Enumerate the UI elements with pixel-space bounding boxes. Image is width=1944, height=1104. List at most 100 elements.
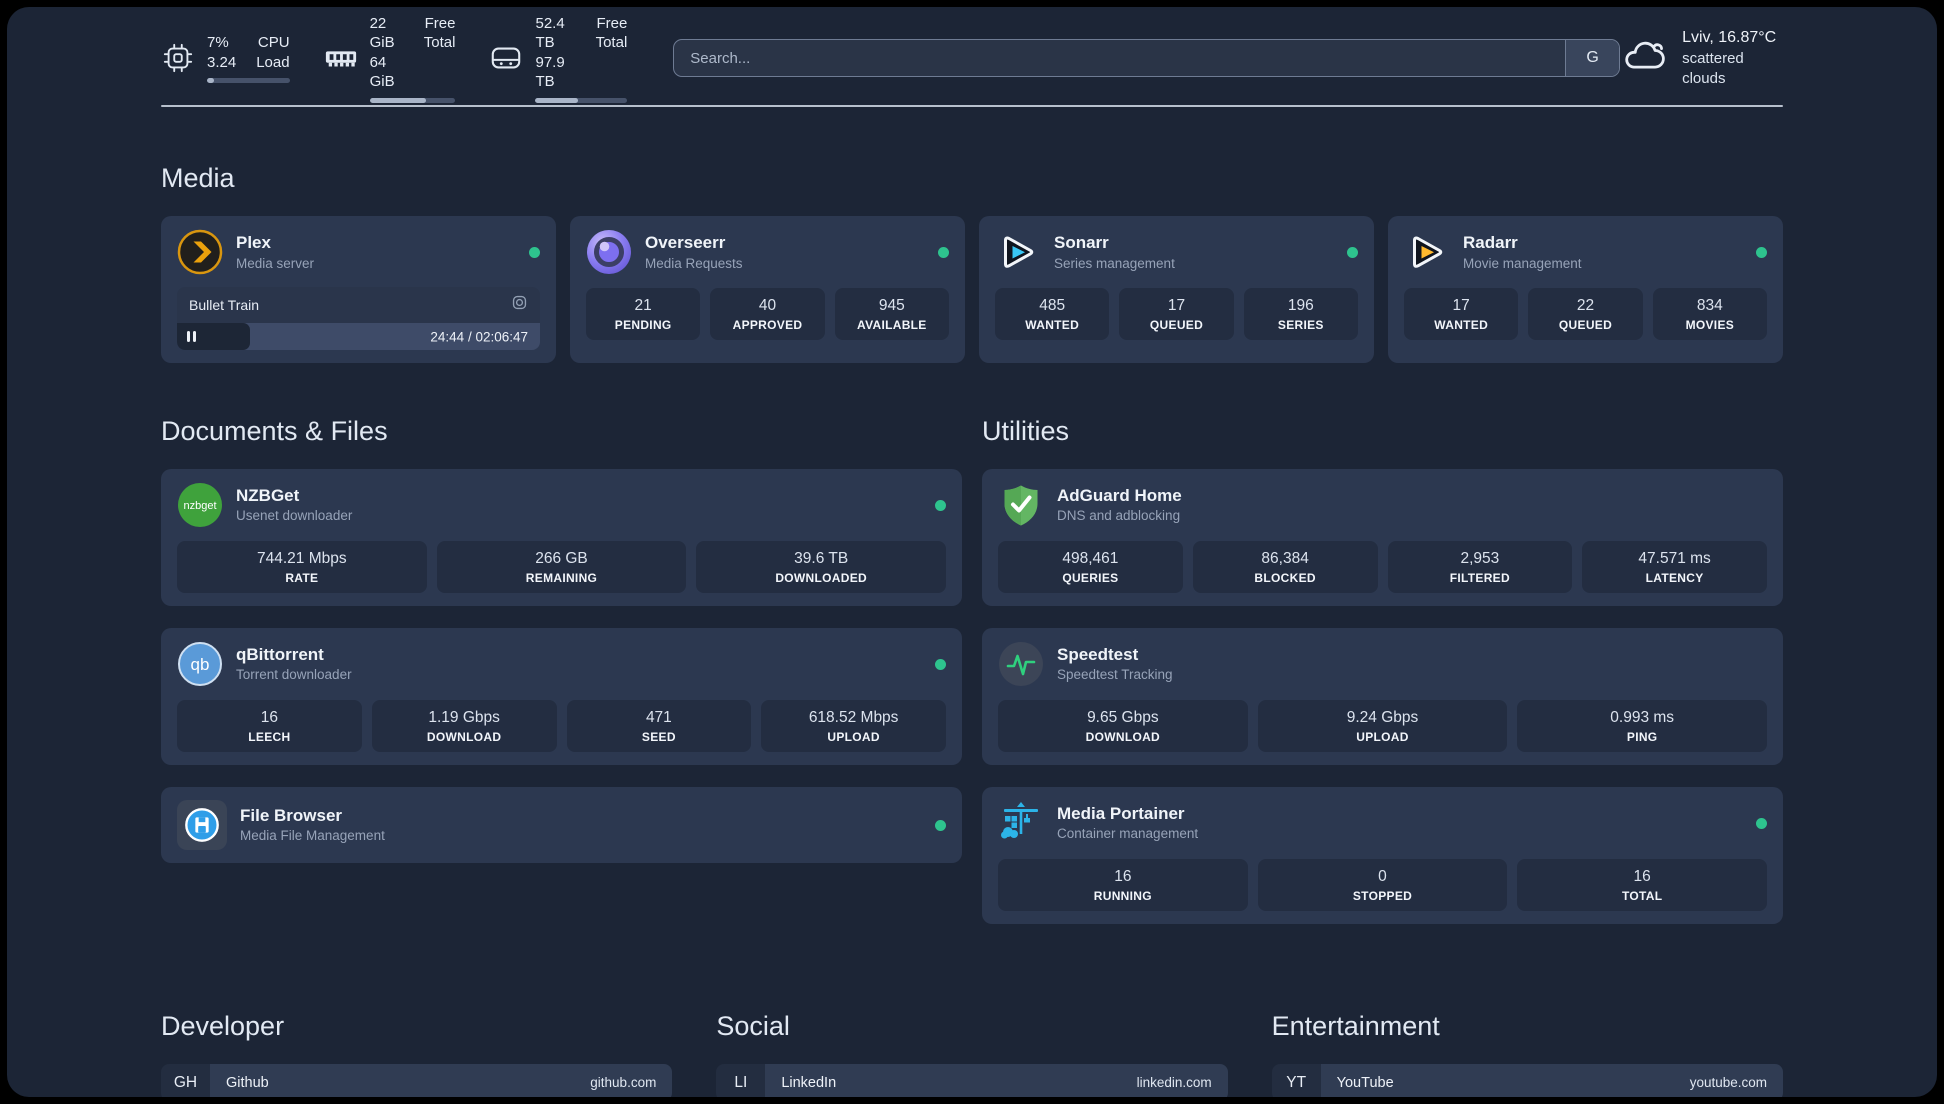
radarr-icon <box>1404 229 1450 275</box>
sonarr-icon <box>995 229 1041 275</box>
portainer-icon <box>998 800 1044 846</box>
status-dot <box>935 658 946 670</box>
stat-tile: 471 SEED <box>566 700 752 753</box>
app-card-adguard[interactable]: AdGuard Home DNS and adblocking 498,461 Q… <box>982 469 1783 607</box>
app-subtitle: Usenet downloader <box>236 508 353 524</box>
stat-tile: 17 WANTED <box>1404 288 1519 341</box>
cpu-load-label: Load <box>256 53 290 71</box>
bookmark-github[interactable]: GH Github github.com <box>161 1064 673 1097</box>
bookmark-name: LinkedIn <box>781 1074 837 1091</box>
storage-stat: 52.4 TB 97.9 TB Free Total <box>489 14 628 103</box>
app-card-sonarr[interactable]: Sonarr Series management 485 WANTED 17 QUE… <box>979 216 1374 364</box>
google-search-button[interactable]: G <box>1565 40 1620 76</box>
weather-condition: scattered clouds <box>1682 49 1744 87</box>
section-title-entertainment: Entertainment <box>1271 1010 1440 1041</box>
stat-tile: 16 TOTAL <box>1517 859 1767 912</box>
app-subtitle: Torrent downloader <box>236 667 352 683</box>
disk-icon <box>489 41 523 75</box>
bookmark-abbr: GH <box>161 1064 210 1097</box>
bookmark-url: linkedin.com <box>1136 1075 1212 1091</box>
app-subtitle: Media server <box>236 255 315 271</box>
storage-total-label: Total <box>595 34 628 51</box>
storage-progress-bar <box>535 97 628 103</box>
overseerr-icon <box>586 229 632 275</box>
filebrowser-icon <box>177 800 227 851</box>
app-name: Radarr <box>1463 233 1518 253</box>
now-playing-meta-icon <box>511 294 528 316</box>
stat-tile: 2,953 FILTERED <box>1387 541 1573 594</box>
stat-tile: 16 RUNNING <box>998 859 1248 912</box>
app-subtitle: Media Requests <box>645 255 743 271</box>
app-subtitle: Container management <box>1057 826 1199 842</box>
playback-progress-bar[interactable]: 24:44 / 02:06:47 <box>177 323 540 351</box>
app-name: AdGuard Home <box>1057 486 1182 506</box>
speedtest-icon <box>998 641 1044 687</box>
cpu-percent: 7% <box>207 34 229 51</box>
memory-free-value: 22 GiB <box>369 14 395 52</box>
bookmark-linkedin[interactable]: LI LinkedIn linkedin.com <box>716 1064 1228 1097</box>
stat-tile: 196 SERIES <box>1243 288 1358 341</box>
bookmark-youtube[interactable]: YT YouTube youtube.com <box>1271 1064 1783 1097</box>
stat-tile: 1.19 Gbps DOWNLOAD <box>371 700 557 753</box>
bookmark-url: youtube.com <box>1689 1075 1767 1091</box>
cpu-icon <box>161 41 195 75</box>
storage-free-value: 52.4 TB <box>535 14 565 52</box>
cpu-stat: 7% 3.24 CPU Load <box>161 14 290 103</box>
stat-tile: 86,384 BLOCKED <box>1192 541 1378 594</box>
status-dot <box>1756 246 1767 258</box>
status-dot <box>938 246 949 258</box>
ram-icon <box>324 41 358 75</box>
app-name: Plex <box>236 233 271 253</box>
stat-tile: 485 WANTED <box>995 288 1110 341</box>
app-card-overseerr[interactable]: Overseerr Media Requests 21 PENDING 40 APP… <box>570 216 965 364</box>
memory-free-label: Free <box>424 14 456 32</box>
stat-tile: 17 QUEUED <box>1119 288 1234 341</box>
app-card-portainer[interactable]: Media Portainer Container management 16 R… <box>982 787 1783 925</box>
memory-stat: 22 GiB 64 GiB Free Total <box>324 14 456 103</box>
stat-tile: 498,461 QUERIES <box>998 541 1183 594</box>
header-divider <box>161 105 1783 107</box>
cpu-label: CPU <box>257 34 290 51</box>
app-subtitle: Speedtest Tracking <box>1057 667 1173 683</box>
stat-tile: 21 PENDING <box>586 288 701 341</box>
plex-icon <box>177 229 223 275</box>
stat-tile: 266 GB REMAINING <box>436 541 687 594</box>
cpu-load-value: 3.24 <box>207 53 237 71</box>
stat-tile: 9.24 Gbps UPLOAD <box>1257 700 1508 753</box>
app-card-qbittorrent[interactable]: qb qBittorrent Torrent downloader 16 LEEC… <box>161 628 962 766</box>
playback-time: 24:44 / 02:06:47 <box>430 329 528 345</box>
pause-icon[interactable] <box>187 331 196 343</box>
memory-progress-bar <box>369 97 456 103</box>
svg-text:nzbget: nzbget <box>183 500 216 512</box>
stat-tile: 39.6 TB DOWNLOADED <box>696 541 946 594</box>
utilities-column: Utilities AdGu <box>982 393 1783 925</box>
app-card-radarr[interactable]: Radarr Movie management 17 WANTED 22 QUEUE… <box>1388 216 1783 364</box>
dashboard-page: 7% 3.24 CPU Load <box>7 7 1937 1097</box>
stat-tile: 618.52 Mbps UPLOAD <box>761 700 946 753</box>
stat-tile: 22 QUEUED <box>1528 288 1643 341</box>
weather-location-temp: Lviv, 16.87°C <box>1682 28 1777 46</box>
app-name: Overseerr <box>645 233 726 253</box>
app-name: Sonarr <box>1054 233 1109 253</box>
section-title-developer: Developer <box>161 1010 285 1041</box>
weather-widget: Lviv, 16.87°C scattered clouds <box>1620 27 1783 89</box>
section-title-utilities: Utilities <box>982 415 1070 446</box>
system-stats: 7% 3.24 CPU Load <box>161 14 628 103</box>
app-card-speedtest[interactable]: Speedtest Speedtest Tracking 9.65 Gbps DO… <box>982 628 1783 766</box>
app-name: Speedtest <box>1057 645 1139 665</box>
media-grid: Plex Media server Bullet Train <box>161 216 1783 364</box>
status-dot <box>1347 246 1358 258</box>
search-input[interactable] <box>674 40 1566 76</box>
bookmark-name: YouTube <box>1336 1074 1394 1091</box>
section-title-documents: Documents & Files <box>161 415 388 446</box>
app-card-nzbget[interactable]: nzbget NZBGet Usenet downloader 744.21 M… <box>161 469 962 607</box>
app-card-filebrowser[interactable]: File Browser Media File Management <box>161 787 962 864</box>
app-subtitle: Movie management <box>1463 255 1582 271</box>
app-card-plex[interactable]: Plex Media server Bullet Train <box>161 216 556 364</box>
app-subtitle: Series management <box>1054 255 1175 271</box>
svg-text:qb: qb <box>191 655 210 674</box>
stat-tile: 834 MOVIES <box>1652 288 1767 341</box>
stat-tile: 744.21 Mbps RATE <box>177 541 427 594</box>
